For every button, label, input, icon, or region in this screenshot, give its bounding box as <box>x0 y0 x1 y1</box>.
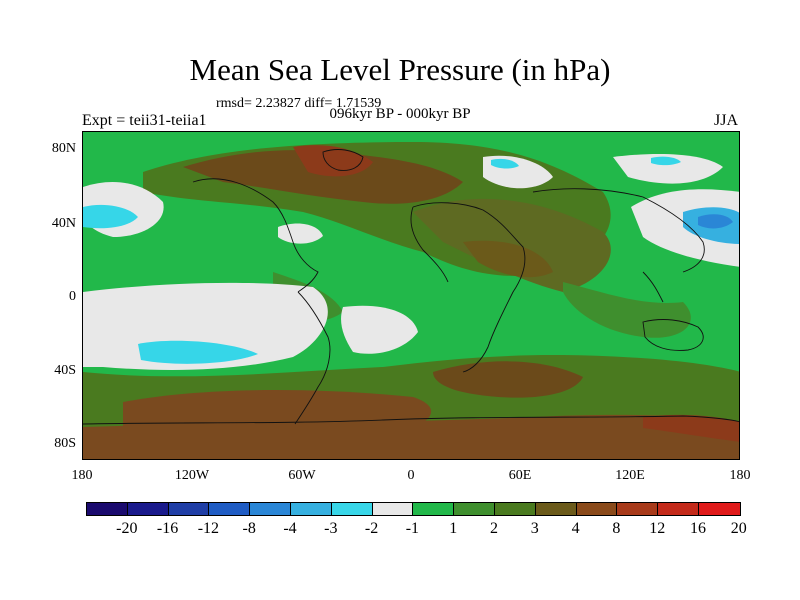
lat-tick-40n: 40N <box>51 216 76 231</box>
colorbar-box <box>331 503 373 515</box>
lon-tick-120e: 120E <box>615 468 645 483</box>
colorbar-box <box>413 503 455 515</box>
lon-tick-120w: 120W <box>174 468 210 483</box>
lat-tick-40s: 40S <box>54 363 76 378</box>
lat-tick-80n: 80N <box>51 141 76 156</box>
colorbar-box <box>494 503 536 515</box>
experiment-label: Expt = teii31-teiia1 <box>82 112 207 129</box>
region-tropical-olive-2 <box>563 282 691 338</box>
region-south-pacific-cyan <box>138 340 258 364</box>
region-east-asia-white <box>613 154 723 184</box>
lon-tick-180w: 180 <box>71 468 93 483</box>
region-central-atlantic-white <box>278 223 323 244</box>
colorbar-label: -16 <box>156 520 179 537</box>
lat-tick-80s: 80S <box>54 436 76 451</box>
colorbar-box <box>87 503 128 515</box>
region-arctic-cyan-2 <box>651 156 681 166</box>
colorbar-label: 3 <box>530 520 539 537</box>
colorbar-box <box>372 503 414 515</box>
colorbar-box <box>209 503 251 515</box>
lon-tick-180e: 180 <box>729 468 751 483</box>
region-south-atlantic-white <box>341 305 418 354</box>
region-north-pacific-cyan <box>83 204 138 229</box>
colorbar-label: -3 <box>324 520 338 537</box>
colorbar-label: 20 <box>730 520 747 537</box>
region-arctic-brown <box>183 150 463 204</box>
region-asia-brown <box>463 240 553 278</box>
colorbar-label: -4 <box>283 520 297 537</box>
colorbar <box>86 502 741 516</box>
colorbar-label: -2 <box>364 520 379 537</box>
season-label: JJA <box>713 112 738 129</box>
colorbar-box <box>617 503 659 515</box>
region-south-indian-brown <box>433 361 583 398</box>
colorbar-label: 2 <box>490 520 498 537</box>
colorbar-label: 4 <box>571 520 580 537</box>
pressure-field-svg <box>83 132 739 459</box>
map-title: Mean Sea Level Pressure (in hPa) <box>189 52 611 87</box>
colorbar-label: 12 <box>649 520 666 537</box>
colorbar-label: 16 <box>690 520 706 537</box>
region-arctic-cyan-1 <box>491 158 519 169</box>
coastlines <box>83 149 739 425</box>
period-subtitle: 096kyr BP - 000kyr BP <box>329 106 471 122</box>
colorbar-label: 1 <box>449 520 458 537</box>
colorbar-box <box>127 503 169 515</box>
colorbar-box <box>290 503 332 515</box>
colorbar-label: -1 <box>405 520 420 537</box>
colorbar-box <box>576 503 618 515</box>
lat-tick-0: 0 <box>69 289 76 304</box>
lon-tick-0: 0 <box>407 468 415 483</box>
lon-tick-60e: 60E <box>508 468 532 483</box>
colorbar-label: -20 <box>116 520 138 537</box>
region-west-pacific-blue <box>698 214 733 229</box>
pressure-map <box>82 131 740 460</box>
rmsd-diff-stats: rmsd= 2.23827 diff= 1.71539 <box>216 96 382 111</box>
colorbar-box <box>658 503 699 515</box>
colorbar-box <box>698 503 740 515</box>
colorbar-box <box>535 503 577 515</box>
colorbar-box <box>250 503 291 515</box>
region-antarctic-red <box>643 414 739 442</box>
colorbar-label: -12 <box>197 520 220 537</box>
lon-tick-60w: 60W <box>288 468 316 483</box>
region-antarctic-brown <box>83 414 739 459</box>
colorbar-label: 8 <box>612 520 621 537</box>
colorbar-label: -8 <box>242 520 256 537</box>
colorbar-box <box>168 503 210 515</box>
colorbar-box <box>454 503 495 515</box>
